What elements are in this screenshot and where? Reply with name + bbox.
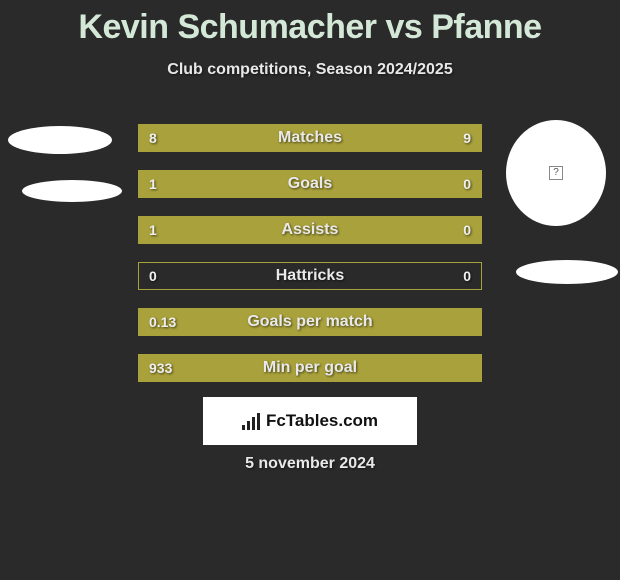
subtitle: Club competitions, Season 2024/2025 (0, 61, 620, 79)
logo-icon (242, 412, 260, 430)
bar-fill-left (139, 125, 300, 151)
comparison-infographic: Kevin Schumacher vs Pfanne Club competit… (0, 0, 620, 580)
bar-fill-left (139, 355, 481, 381)
stat-row: Goals10 (138, 170, 482, 198)
stat-row: Hattricks0 0 (138, 262, 482, 290)
stat-value-right: 0 (463, 263, 471, 289)
stat-row: Min per goal933 (138, 354, 482, 382)
placeholder-icon: ? (549, 166, 563, 180)
avatar-ellipse (22, 180, 122, 202)
bar-fill-left (139, 309, 481, 335)
bar-fill-right (300, 125, 481, 151)
page-title: Kevin Schumacher vs Pfanne (0, 0, 620, 47)
stat-value-left: 933 (149, 355, 172, 381)
stat-value-right: 9 (463, 125, 471, 151)
avatar-circle: ? (506, 120, 606, 226)
stat-value-left: 0 (149, 263, 157, 289)
stat-label: Hattricks (139, 263, 481, 289)
source-logo: FcTables.com (203, 397, 417, 445)
bar-fill-left (139, 171, 399, 197)
stat-row: Matches89 (138, 124, 482, 152)
stat-bars: Matches89Goals10Assists10Hattricks00Goal… (138, 124, 482, 400)
stat-value-right: 0 (463, 217, 471, 243)
player-left-avatar (8, 120, 112, 172)
avatar-ellipse (8, 126, 112, 154)
date-text: 5 november 2024 (0, 455, 620, 473)
player-right-avatar: ? (506, 120, 610, 230)
bar-fill-left (139, 217, 399, 243)
stat-value-left: 1 (149, 171, 157, 197)
stat-value-left: 0.13 (149, 309, 176, 335)
logo-text: FcTables.com (266, 411, 378, 431)
stat-value-right: 0 (463, 171, 471, 197)
stat-row: Goals per match0.13 (138, 308, 482, 336)
stat-value-left: 1 (149, 217, 157, 243)
avatar-ellipse (516, 260, 618, 284)
stat-value-left: 8 (149, 125, 157, 151)
stat-row: Assists10 (138, 216, 482, 244)
